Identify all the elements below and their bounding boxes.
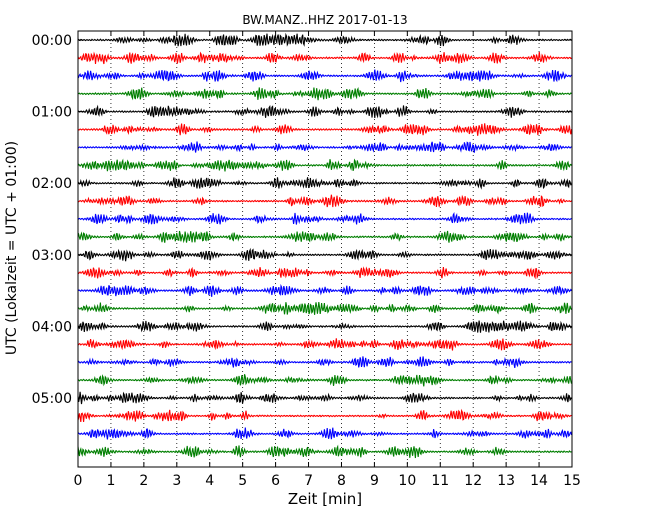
x-tick-label: 15 [563,473,581,489]
trace-line [77,32,572,47]
trace-line [77,391,572,405]
trace-line [77,283,572,297]
y-tick-label: 00:00 [32,33,72,49]
trace-line [77,408,572,423]
trace-line [77,266,572,280]
trace-line [77,427,573,440]
trace-line [77,356,572,369]
trace-line [77,158,572,172]
x-tick-label: 11 [431,473,449,489]
trace-line [77,123,573,136]
y-tick-label: 05:00 [32,391,72,407]
x-tick-label: 8 [337,473,346,489]
trace-line [77,69,572,83]
trace-line [77,247,572,262]
grid-lines [110,31,540,467]
x-axis-ticks: 0 1 2 3 4 5 6 7 8 9 10 11 12 13 14 15 [74,31,581,489]
x-tick-label: 3 [172,473,181,489]
y-tick-label: 01:00 [32,105,72,121]
y-axis-label: UTC (Lokalzeit = UTC + 01:00) [4,141,20,355]
x-tick-label: 10 [398,473,416,489]
trace-line [77,444,572,459]
x-tick-label: 4 [205,473,214,489]
trace-line [77,141,572,153]
y-tick-label: 03:00 [32,248,72,264]
x-tick-label: 14 [530,473,548,489]
trace-line [77,194,572,208]
trace-line [77,230,572,244]
trace-line [77,211,572,225]
trace-line [77,301,572,315]
trace-line [77,86,572,101]
trace-line [77,104,572,119]
x-tick-label: 2 [139,473,148,489]
seismogram-traces [77,32,573,459]
y-tick-label: 04:00 [32,319,72,335]
trace-line [77,51,572,65]
trace-line [77,374,573,387]
x-tick-label: 7 [304,473,313,489]
x-tick-label: 5 [238,473,247,489]
x-tick-label: 9 [370,473,379,489]
x-tick-label: 12 [464,473,482,489]
x-tick-label: 0 [74,473,83,489]
y-tick-label: 02:00 [32,176,72,192]
y-axis-ticks: 00:00 01:00 02:00 03:00 04:00 05:00 [32,33,572,407]
x-tick-label: 13 [497,473,515,489]
trace-line [77,177,572,190]
chart-title: BW.MANZ..HHZ 2017-01-13 [242,13,407,27]
x-tick-label: 1 [106,473,115,489]
trace-line [77,338,572,351]
x-axis-label: Zeit [min] [288,490,362,508]
plot-frame [77,30,573,468]
x-tick-label: 6 [271,473,280,489]
trace-line [77,320,572,333]
